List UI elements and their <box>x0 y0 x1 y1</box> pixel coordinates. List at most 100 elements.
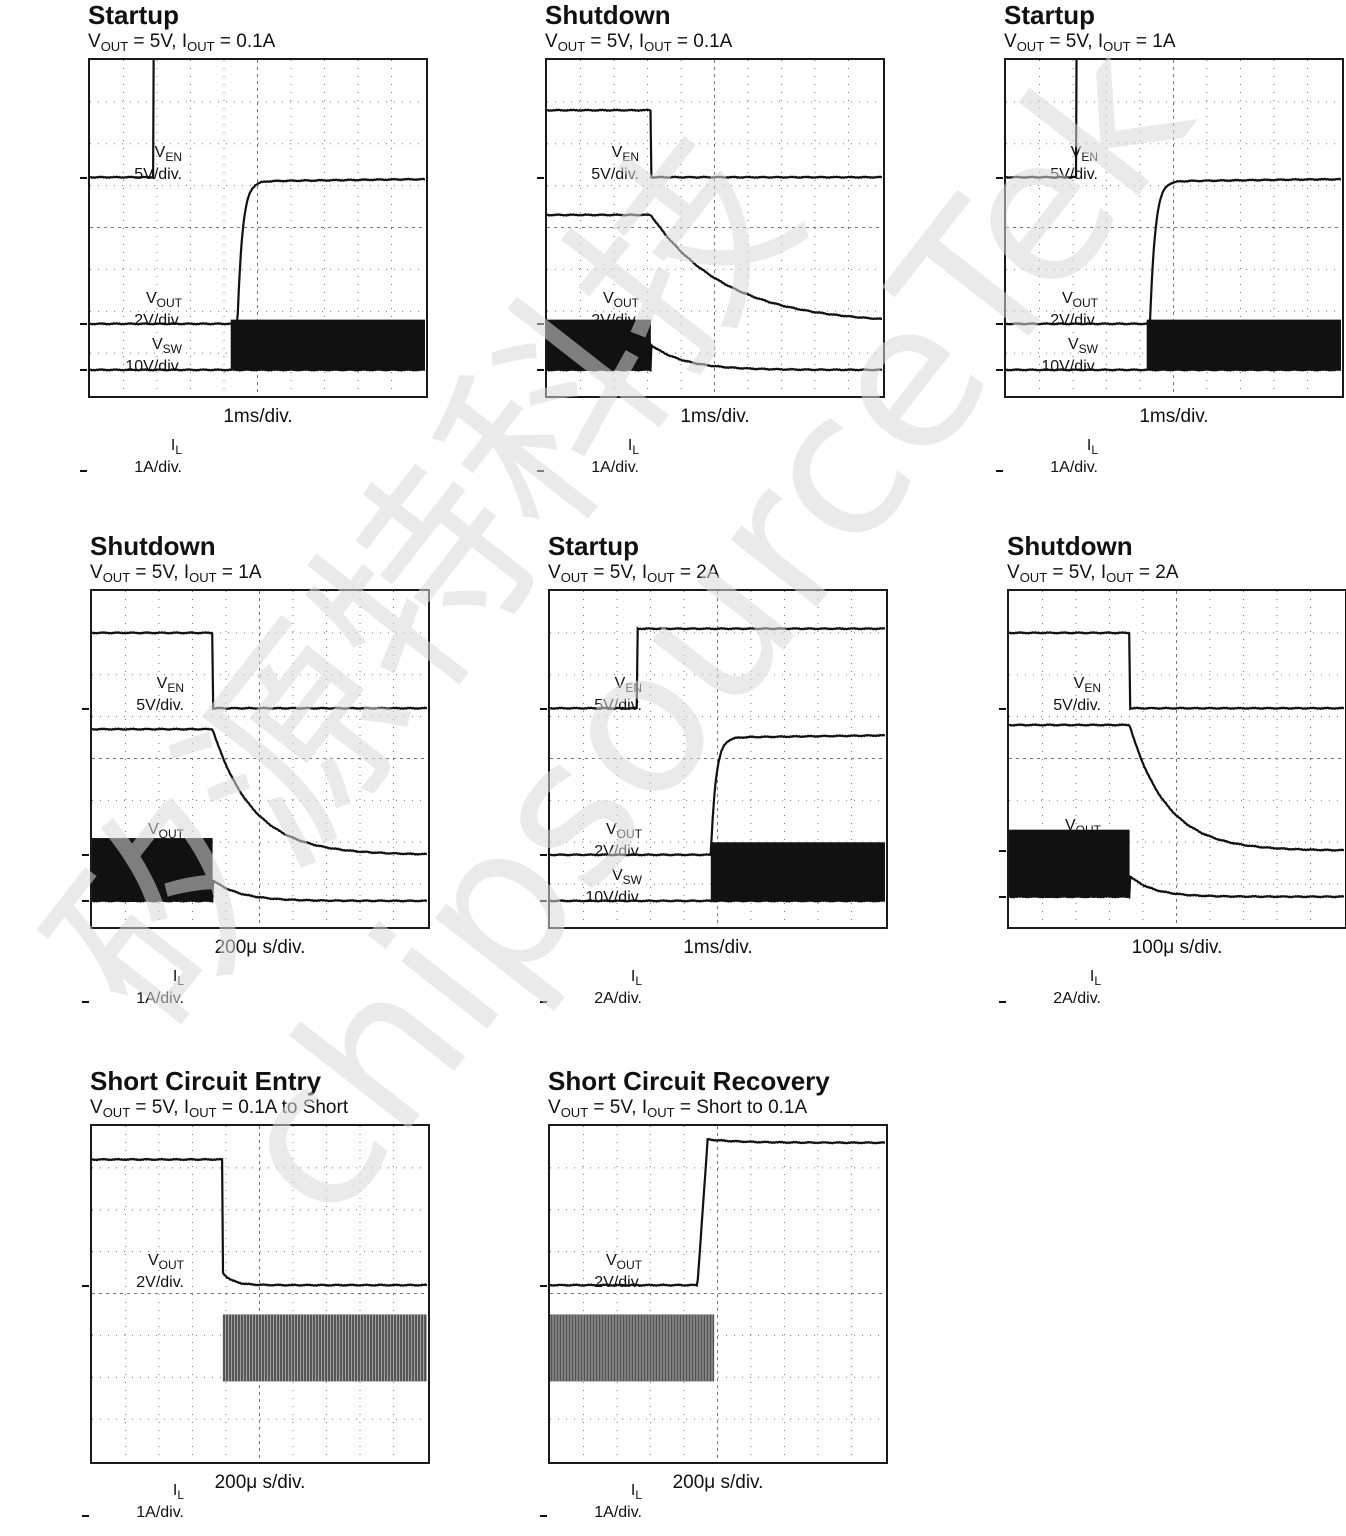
trace-vout <box>550 1137 885 1288</box>
channel-label: VOUT 2V/div. <box>136 821 184 861</box>
scope-plot <box>90 60 425 395</box>
ground-marker <box>537 176 544 179</box>
panel-title: Startup <box>1004 0 1095 30</box>
timebase-label: 1ms/div. <box>223 406 293 427</box>
channel-label: VEN 5V/div. <box>134 143 182 183</box>
channel-label: VEN 5V/div. <box>136 674 184 714</box>
channel-label: VOUT 2V/div. <box>1053 817 1101 857</box>
panel-condition: VOUT = 5V, IOUT = 1A <box>1004 31 1176 54</box>
trace-vout <box>90 177 425 326</box>
channel-label: IL 1A/div. <box>1050 436 1098 476</box>
panel-condition: VOUT = 5V, IOUT = 1A <box>90 562 262 585</box>
scope-panel: Startup VOUT = 5V, IOUT = 1A VEN 5V/div. VOU… <box>996 0 1346 476</box>
channel-label: IL 1A/div. <box>136 967 184 1007</box>
ground-marker <box>540 707 547 710</box>
trace-vsw <box>1009 875 1344 900</box>
switching-band <box>547 319 651 370</box>
panel-title: Short Circuit Entry <box>90 1066 322 1096</box>
scope-plot <box>550 1126 885 1461</box>
trace-vsw <box>90 368 425 372</box>
scope-panel: Short Circuit Recovery VOUT = 5V, IOUT = … <box>540 1066 988 1536</box>
ground-marker <box>80 323 87 326</box>
channel-label: VOUT 2V/div. <box>594 1251 642 1291</box>
channel-label: VOUT 2V/div. <box>1050 290 1098 330</box>
ground-marker <box>540 1000 547 1003</box>
scope-screen <box>548 1124 888 1464</box>
channel-label: VSW 10V/div. <box>127 867 184 907</box>
panel-condition: VOUT = 5V, IOUT = 2A <box>1007 562 1179 585</box>
channel-label: VSW 10V/div. <box>585 867 642 907</box>
ground-marker <box>537 323 544 326</box>
timebase-label: 100μ s/div. <box>1131 937 1223 958</box>
scope-plot <box>547 60 882 395</box>
channel-label: VOUT 2V/div. <box>591 290 639 330</box>
scope-screen <box>1007 589 1346 929</box>
trace-ven <box>550 626 885 711</box>
panel-title: Shutdown <box>1007 531 1133 561</box>
ground-marker <box>82 900 89 903</box>
ground-marker <box>540 1284 547 1287</box>
channel-label: IL 2A/div. <box>594 967 642 1007</box>
ground-marker <box>82 1284 89 1287</box>
scope-panel: Short Circuit Entry VOUT = 5V, IOUT = 0.1… <box>82 1066 530 1536</box>
channel-label: IL 1A/div. <box>134 436 182 476</box>
panel-title: Startup <box>548 531 639 561</box>
ground-marker <box>82 854 89 857</box>
trace-vout <box>550 733 885 857</box>
ground-marker <box>82 1000 89 1003</box>
channel-label: IL 2A/div. <box>1053 967 1101 1007</box>
ground-marker <box>537 469 544 472</box>
scope-plot <box>92 1126 427 1461</box>
ground-marker <box>80 369 87 372</box>
scope-screen <box>90 589 430 929</box>
timebase-label: 1ms/div. <box>680 406 750 427</box>
scope-plot <box>92 591 427 926</box>
trace-ven <box>92 631 427 711</box>
trace-vout <box>547 213 882 321</box>
ground-marker <box>999 896 1006 899</box>
timebase-label: 1ms/div. <box>1139 406 1209 427</box>
switching-band <box>1146 319 1341 370</box>
ground-marker <box>80 469 87 472</box>
ground-marker <box>540 854 547 857</box>
switching-band <box>1009 829 1130 897</box>
switching-band <box>92 838 213 901</box>
trace-ven <box>547 108 882 180</box>
channel-label: VOUT 2V/div. <box>136 1251 184 1291</box>
panel-title: Shutdown <box>545 0 671 30</box>
ground-marker <box>996 469 1003 472</box>
timebase-label: 1ms/div. <box>683 937 753 958</box>
scope-screen <box>545 58 885 398</box>
switching-band <box>550 1314 715 1382</box>
ground-marker <box>82 707 89 710</box>
scope-panel: Startup VOUT = 5V, IOUT = 0.1A VEN 5V/div. V… <box>80 0 528 476</box>
timebase-label: 200μ s/div. <box>672 1472 764 1493</box>
panel-title: Shutdown <box>90 531 216 561</box>
channel-label: VOUT 2V/div. <box>134 290 182 330</box>
panel-title: Startup <box>88 0 179 30</box>
scope-panel: Shutdown VOUT = 5V, IOUT = 1A VEN 5V/div. VO… <box>82 531 530 1007</box>
channel-label: VEN 5V/div. <box>594 674 642 714</box>
scope-plot <box>1009 591 1344 926</box>
timebase-label: 200μ s/div. <box>214 937 306 958</box>
scope-panel: Shutdown VOUT = 5V, IOUT = 2A VEN 5V/div. VO… <box>999 531 1346 1007</box>
panel-condition: VOUT = 5V, IOUT = 0.1A to Short <box>90 1097 349 1120</box>
ground-marker <box>999 1000 1006 1003</box>
panel-condition: VOUT = 5V, IOUT = 2A <box>548 562 720 585</box>
scope-panel: Shutdown VOUT = 5V, IOUT = 0.1A VEN 5V/div.… <box>537 0 985 476</box>
scope-screen <box>1004 58 1344 398</box>
trace-vout <box>92 1157 427 1287</box>
scope-plot <box>550 591 885 926</box>
ground-marker <box>996 176 1003 179</box>
trace-vsw <box>547 342 882 373</box>
switching-band <box>230 319 425 370</box>
channel-label: VSW 10V/div. <box>1041 336 1098 376</box>
channel-label: IL 1A/div. <box>591 436 639 476</box>
trace-vout <box>1006 177 1341 326</box>
ground-marker <box>999 850 1006 853</box>
panel-condition: VOUT = 5V, IOUT = Short to 0.1A <box>548 1097 808 1120</box>
channel-label: VEN 5V/div. <box>1053 674 1101 714</box>
ground-marker <box>540 900 547 903</box>
channel-label: VSW 10V/div. <box>582 336 639 376</box>
trace-vsw <box>92 879 427 904</box>
